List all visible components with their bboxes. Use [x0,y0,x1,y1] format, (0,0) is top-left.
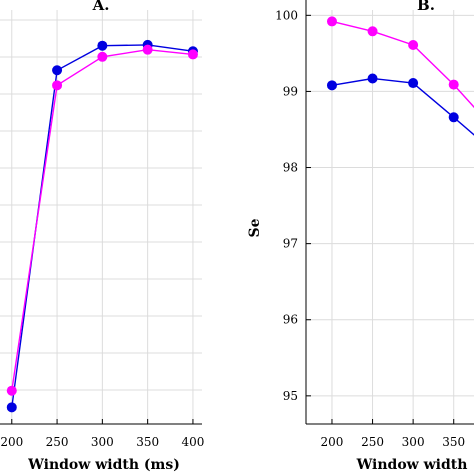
panel-b-series-1-point [326,80,337,91]
panel-b-y-tick-label: 99 [283,84,298,98]
panel-b-x-tick-label: 250 [361,435,384,449]
panel-a-series-1-point [52,65,63,76]
panel-b-y-tick-label: 96 [283,313,298,327]
panel-a-series-2-point [187,49,198,60]
panel-a-series-2-point [142,44,153,55]
panel-b-x-tick-label: 300 [402,435,425,449]
panel-a-title: A. [92,0,110,14]
panel-a-series-1-point [97,40,108,51]
panel-a-series-1-point [6,402,17,413]
panel-a-x-tick-label: 200 [0,435,23,449]
panel-b-series-2-point [326,16,337,27]
panel-a-x-tick-label: 400 [181,435,204,449]
panel-a-x-tick-label: 250 [46,435,69,449]
panel-a-x-tick-label: 350 [136,435,159,449]
panel-b-y-axis-label: Se [247,218,263,237]
panel-a: 200 250 300 350 400 A. Window width (ms) [0,0,204,473]
panel-a-series-2-point [6,385,17,396]
panel-b-x-axis-label: Window width [356,457,468,473]
panel-a-x-tick-label: 300 [91,435,114,449]
panel-b-y-tick-label: 100 [275,8,298,22]
panel-b-y-tick-label: 98 [283,161,298,175]
panel-b-series-2-point [408,40,419,51]
panel-b-x-tick-label: 350 [442,435,465,449]
panel-b-y-tick-label: 95 [283,389,298,403]
panel-b-x-tick-label: 200 [321,435,344,449]
panel-a-x-axis-label: Window width (ms) [27,457,180,473]
panel-b-series-1-point [367,73,378,84]
panel-b-y-tick-label: 97 [283,237,298,251]
panel-a-series-2-point [52,80,63,91]
panel-a-series-2-point [97,51,108,62]
panel-b-series-2-point [448,79,459,90]
panel-b: 200 250 300 350 95 96 97 98 99 100 B. Window width S… [247,0,474,473]
panel-b-title: B. [417,0,435,14]
panel-b-series-2-point [367,26,378,37]
panel-b-series-1-point [448,112,459,123]
panel-b-series-1-point [408,78,419,89]
